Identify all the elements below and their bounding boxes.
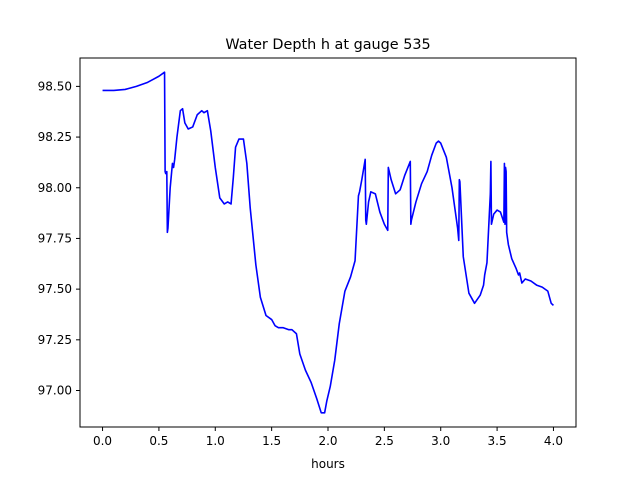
y-tick-label: 97.75 bbox=[38, 231, 72, 245]
y-tick-label: 98.50 bbox=[38, 79, 72, 93]
series-layer bbox=[102, 71, 554, 414]
plot-area: 0.0 0.5 1.0 1.5 2.0 2.5 3.0 3.5 4.0 97.0097.2597… bbox=[38, 57, 577, 448]
series-line-0 bbox=[102, 71, 554, 414]
y-tick-label: 97.50 bbox=[38, 282, 72, 296]
y-tick-label: 98.25 bbox=[38, 130, 72, 144]
y-tick-label: 97.00 bbox=[38, 384, 72, 398]
x-tick-label: 1.0 bbox=[206, 434, 225, 448]
y-tick-label: 98.00 bbox=[38, 181, 72, 195]
x-tick-label: 3.0 bbox=[431, 434, 450, 448]
y-tick-label: 97.25 bbox=[38, 333, 72, 347]
x-tick-label: 0.5 bbox=[149, 434, 168, 448]
x-tick-label: 0.0 bbox=[93, 434, 112, 448]
x-tick-label: 2.0 bbox=[318, 434, 337, 448]
y-axis-ticks: 97.00 97.25 97.50 97.75 98.00 98.25 98.50 bbox=[38, 79, 80, 398]
x-tick-label: 2.5 bbox=[375, 434, 394, 448]
x-tick-label: 3.5 bbox=[488, 434, 507, 448]
chart-title: Water Depth h at gauge 535 bbox=[225, 37, 430, 53]
x-axis-ticks: 0.0 0.5 1.0 1.5 2.0 2.5 3.0 3.5 4.0 bbox=[93, 427, 563, 448]
x-tick-label: 1.5 bbox=[262, 434, 281, 448]
x-axis-label: hours bbox=[311, 457, 345, 471]
x-tick-label: 4.0 bbox=[544, 434, 563, 448]
